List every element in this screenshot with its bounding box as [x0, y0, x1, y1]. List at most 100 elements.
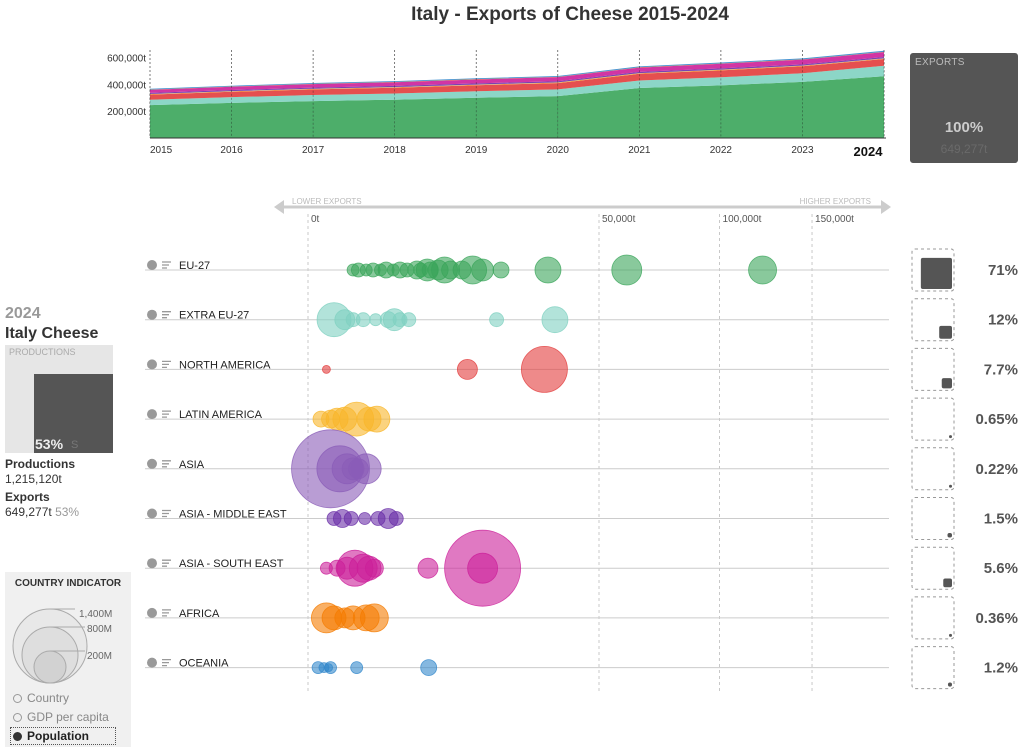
share-box-africa: [911, 596, 955, 640]
sort-icon: [162, 311, 171, 319]
radio-selected-icon: [13, 731, 22, 741]
row-label-oceania: OCEANIA: [179, 658, 229, 670]
radio-gdp-per-capita[interactable]: GDP per capita: [13, 710, 109, 724]
share-label-asia: 0.22%: [975, 461, 1018, 478]
area-x-tick-label: 2021: [628, 145, 651, 156]
radio-gdp-label: GDP per capita: [27, 710, 109, 724]
row-label-latin_america: LATIN AMERICA: [179, 409, 263, 421]
area-x-tick-label: 2023: [791, 145, 814, 156]
size-legend-label-800m: 800M: [87, 624, 112, 635]
higher-exports-label: HIGHER EXPORTS: [800, 197, 871, 206]
bubble-extra_eu27: [369, 313, 383, 327]
row-toggle-icon: [147, 558, 157, 569]
bubble-x-tick-label: 50,000t: [602, 214, 636, 225]
row-label-asia_middle_east: ASIA - MIDDLE EAST: [179, 509, 287, 521]
bubble-eu27: [492, 261, 510, 279]
bubble-asia_middle_east: [343, 511, 359, 526]
area-x-tick-label: 2016: [220, 145, 243, 156]
area-series-eu27: [150, 76, 884, 138]
arrow-right-icon: [881, 200, 891, 214]
share-square-eu27: [920, 257, 952, 289]
bubble-x-tick-label: 100,000t: [723, 214, 762, 225]
size-legend-circle-small: [33, 650, 67, 684]
sort-icon: [162, 261, 171, 269]
area-x-tick-label: 2017: [302, 145, 325, 156]
bubble-oceania: [350, 661, 364, 674]
exports-pct: 53%: [55, 505, 80, 519]
area-series-north_america: [150, 59, 884, 100]
share-square-north_america: [941, 378, 952, 389]
share-label-asia_south_east: 5.6%: [984, 560, 1018, 577]
share-label-extra_eu27: 12%: [988, 312, 1018, 329]
sort-icon: [162, 609, 171, 617]
row-toggle-icon: [147, 458, 157, 469]
sort-icon: [162, 559, 171, 567]
left-info-panel: 2024 Italy Cheese PRODUCTIONS S 53% Prod…: [5, 305, 133, 519]
productions-value: 1,215,120t: [5, 472, 62, 486]
productions-label: Productions: [5, 457, 76, 471]
selected-year: 2024: [5, 305, 41, 322]
sort-icon: [162, 360, 171, 369]
bubble-asia_south_east: [364, 558, 384, 578]
share-label-eu27: 71%: [988, 262, 1018, 279]
productions-box-ghost-text: S: [71, 439, 79, 451]
row-label-asia_south_east: ASIA - SOUTH EAST: [179, 558, 284, 570]
bubble-asia: [350, 453, 382, 485]
exports-box-percent: 100%: [944, 119, 984, 136]
share-label-latin_america: 0.65%: [975, 411, 1018, 428]
size-legend-label-200m: 200M: [87, 651, 112, 662]
row-toggle-icon: [147, 260, 157, 270]
area-series-asia_south_east: [150, 52, 884, 93]
row-toggle-icon: [147, 309, 157, 320]
panel-subtitle: Italy Cheese: [5, 325, 99, 342]
sort-icon: [162, 410, 171, 418]
row-label-eu27: EU-27: [179, 260, 210, 272]
arrow-left-icon: [274, 200, 284, 214]
share-label-asia_middle_east: 1.5%: [984, 511, 1018, 528]
row-label-africa: AFRICA: [179, 608, 220, 620]
share-box-asia_south_east: [911, 546, 955, 590]
radio-country[interactable]: Country: [13, 691, 69, 705]
bubble-x-tick-label: 0t: [311, 214, 320, 225]
radio-circle-icon: [13, 712, 22, 722]
share-box-asia: [911, 447, 955, 491]
exports-box-value: 649,277t: [940, 142, 988, 156]
row-toggle-icon: [147, 508, 157, 519]
bubble-eu27: [471, 258, 495, 282]
bubble-extra_eu27: [541, 306, 569, 334]
area-y-tick-label: 400,000t: [107, 80, 146, 91]
bubble-oceania: [420, 659, 438, 676]
bubble-asia_middle_east: [388, 511, 404, 526]
bubble-asia_south_east: [467, 552, 499, 584]
sort-icon: [162, 460, 171, 468]
bubble-x-tick-label: 150,000t: [815, 214, 854, 225]
share-square-asia_middle_east: [947, 532, 952, 538]
lower-exports-label: LOWER EXPORTS: [292, 197, 362, 206]
share-square-asia: [949, 484, 952, 488]
share-label-north_america: 7.7%: [984, 361, 1018, 378]
area-y-tick-label: 200,000t: [107, 107, 146, 118]
sort-icon: [162, 509, 171, 518]
bubble-eu27: [611, 254, 643, 286]
size-legend: 1,400M 800M 200M: [12, 608, 112, 684]
area-x-tick-label: 2019: [465, 145, 488, 156]
row-toggle-icon: [147, 409, 157, 420]
bubble-extra_eu27: [355, 312, 371, 328]
bubble-oceania: [324, 663, 333, 672]
share-square-oceania: [947, 682, 952, 687]
bubble-asia_south_east: [417, 557, 439, 579]
chart-title: Italy - Exports of Cheese 2015-2024: [411, 4, 729, 25]
exports-summary-box[interactable]: EXPORTS 100% 649,277t: [910, 53, 1018, 163]
row-toggle-icon: [147, 607, 157, 618]
bubble-extra_eu27: [401, 312, 417, 328]
radio-population[interactable]: Population: [10, 727, 116, 745]
country-indicator-title: COUNTRY INDICATOR: [14, 578, 122, 589]
share-square-extra_eu27: [939, 325, 952, 339]
share-box-latin_america: [911, 397, 955, 441]
bubble-north_america: [322, 364, 331, 374]
row-label-asia: ASIA: [179, 459, 205, 471]
share-square-latin_america: [949, 435, 952, 439]
exports-value-row: 649,277t 53%: [5, 505, 133, 519]
bubble-africa: [359, 603, 389, 633]
